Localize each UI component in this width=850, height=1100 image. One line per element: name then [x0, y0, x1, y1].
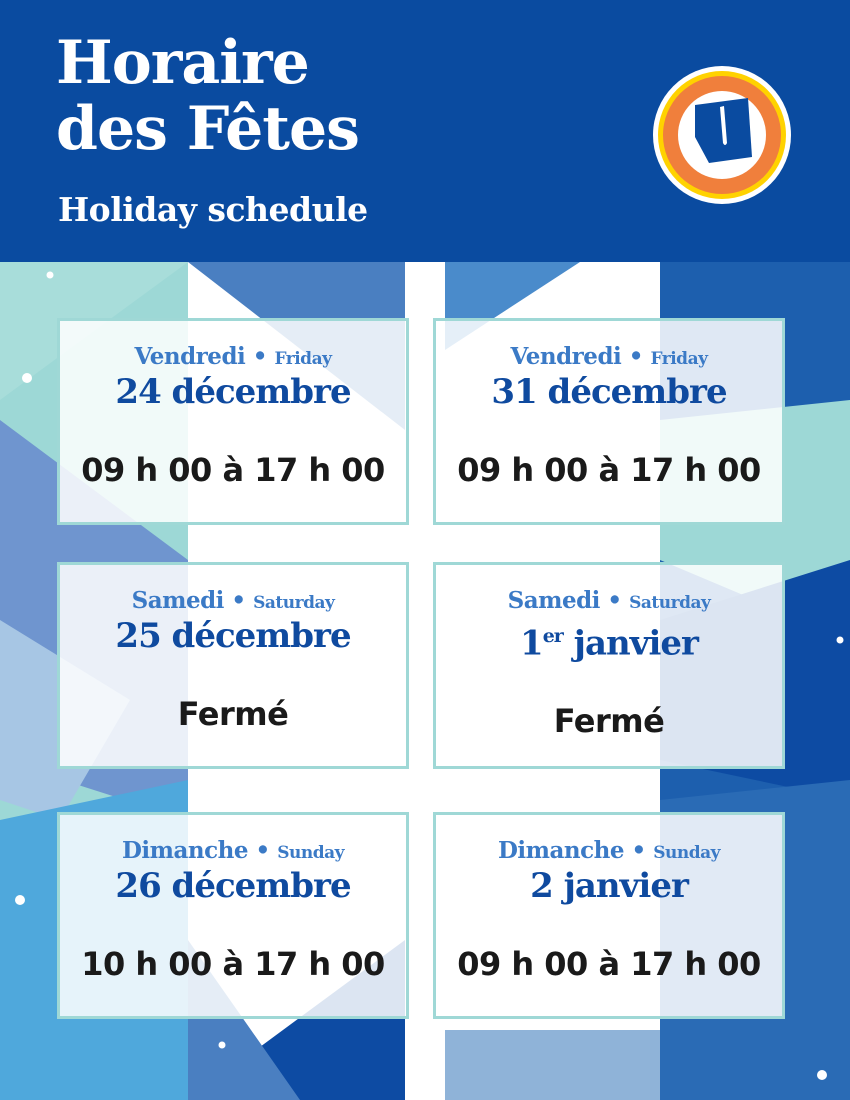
- separator: •: [231, 587, 246, 614]
- date: 2 janvier: [530, 866, 689, 906]
- weekday-fr: Vendredi: [510, 343, 622, 370]
- title-line-1: Horaire: [56, 28, 310, 98]
- schedule-card: Samedi • Saturday 25 décembre Fermé: [57, 562, 409, 769]
- date-month: janvier: [562, 623, 699, 664]
- title-line-2: des Fêtes: [56, 94, 360, 164]
- weekday-en: Friday: [274, 349, 332, 369]
- hours: Fermé: [177, 695, 289, 733]
- separator: •: [252, 343, 268, 370]
- date-day: 1: [520, 623, 544, 664]
- hours: Fermé: [553, 702, 665, 741]
- weekday-fr: Samedi: [507, 587, 601, 614]
- schedule-card: Vendredi • Friday 24 décembre 09 h 00 à …: [57, 318, 409, 525]
- weekday-en: Friday: [650, 349, 708, 369]
- weekday-en: Sunday: [653, 843, 721, 863]
- date: 25 décembre: [115, 616, 351, 656]
- schedule-card: Samedi • Saturday 1er janvier Fermé: [433, 562, 785, 769]
- hours: 09 h 00 à 17 h 00: [457, 451, 761, 489]
- schedule-card: Dimanche • Sunday 26 décembre 10 h 00 à …: [57, 812, 409, 1019]
- brand-logo: [653, 66, 791, 204]
- separator: •: [628, 343, 644, 370]
- page-subtitle: Holiday schedule: [58, 190, 368, 229]
- weekday-fr: Vendredi: [134, 343, 246, 370]
- schedule-card: Vendredi • Friday 31 décembre 09 h 00 à …: [433, 318, 785, 525]
- weekday-fr: Samedi: [131, 587, 225, 614]
- weekday-fr: Dimanche: [121, 837, 249, 864]
- hours: 09 h 00 à 17 h 00: [81, 451, 385, 489]
- date: 31 décembre: [491, 372, 727, 412]
- weekday-fr: Dimanche: [497, 837, 625, 864]
- date: 24 décembre: [115, 372, 351, 412]
- hours: 09 h 00 à 17 h 00: [457, 945, 761, 983]
- header-banner: Horaire des Fêtes Holiday schedule: [0, 0, 850, 262]
- separator: •: [255, 837, 271, 864]
- date: 26 décembre: [115, 866, 351, 906]
- hours: 10 h 00 à 17 h 00: [81, 945, 385, 983]
- weekday-en: Sunday: [277, 843, 345, 863]
- schedule-card: Dimanche • Sunday 2 janvier 09 h 00 à 17…: [433, 812, 785, 1019]
- page-title: Horaire des Fêtes: [56, 28, 360, 164]
- weekday-en: Saturday: [629, 593, 711, 613]
- separator: •: [607, 587, 622, 614]
- date: 1er janvier: [436, 617, 782, 662]
- separator: •: [631, 837, 647, 864]
- weekday-en: Saturday: [253, 593, 335, 613]
- date-ordinal: er: [542, 625, 564, 647]
